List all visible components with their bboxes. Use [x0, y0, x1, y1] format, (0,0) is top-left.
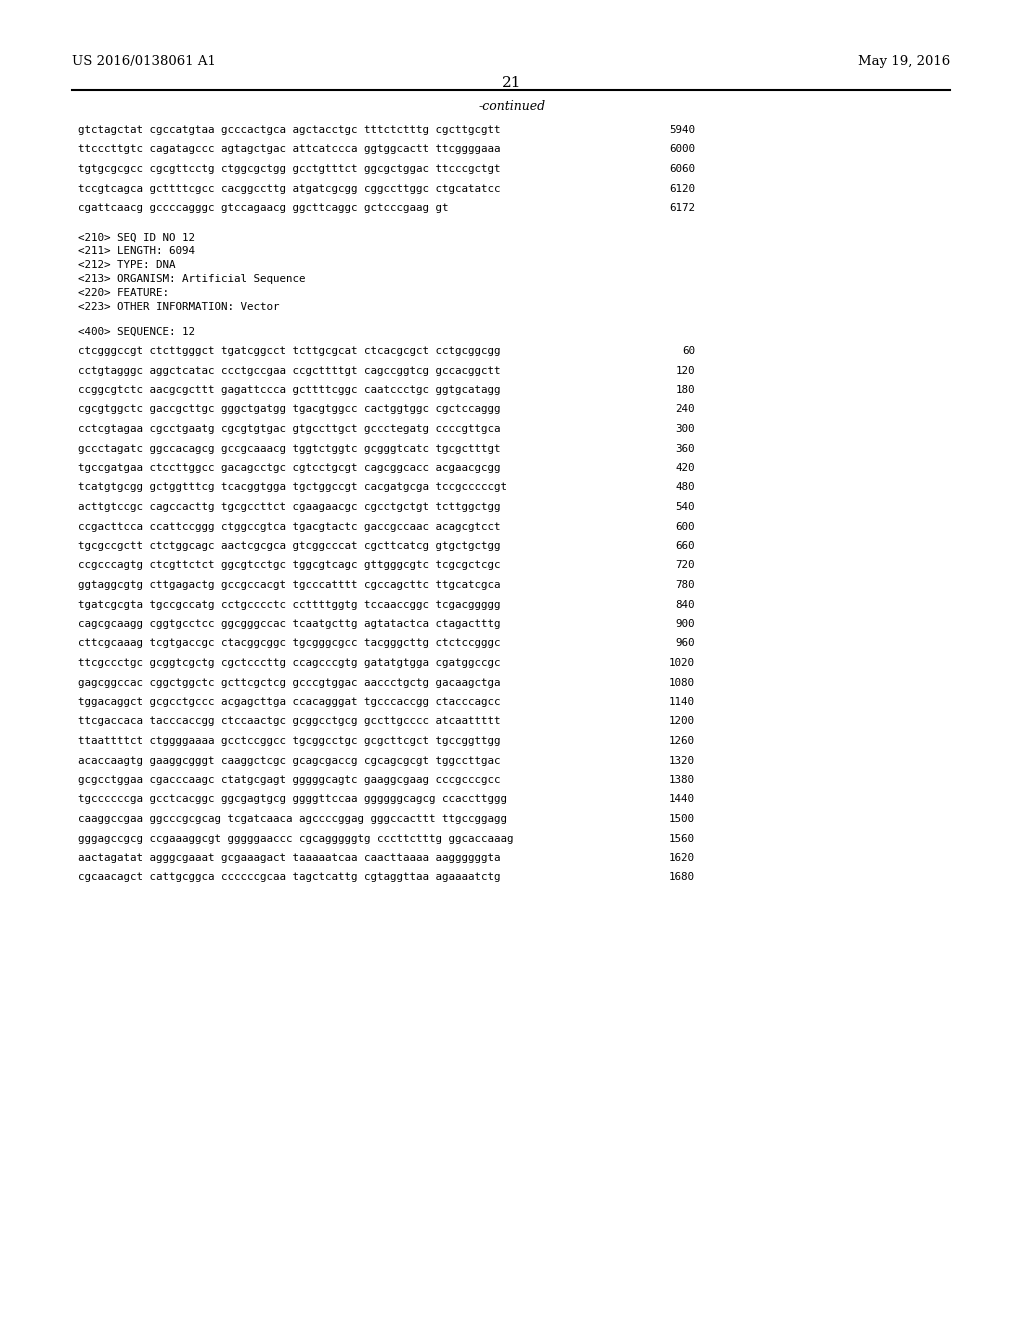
- Text: gccctagatc ggccacagcg gccgcaaacg tggtctggtc gcgggtcatc tgcgctttgt: gccctagatc ggccacagcg gccgcaaacg tggtctg…: [78, 444, 501, 454]
- Text: 120: 120: [676, 366, 695, 375]
- Text: <223> OTHER INFORMATION: Vector: <223> OTHER INFORMATION: Vector: [78, 302, 280, 313]
- Text: ttaattttct ctggggaaaa gcctccggcc tgcggcctgc gcgcttcgct tgccggttgg: ttaattttct ctggggaaaa gcctccggcc tgcggcc…: [78, 737, 501, 746]
- Text: 720: 720: [676, 561, 695, 570]
- Text: 6060: 6060: [669, 164, 695, 174]
- Text: tggacaggct gcgcctgccc acgagcttga ccacagggat tgcccaccgg ctacccagcc: tggacaggct gcgcctgccc acgagcttga ccacagg…: [78, 697, 501, 708]
- Text: tgcgccgctt ctctggcagc aactcgcgca gtcggcccat cgcttcatcg gtgctgctgg: tgcgccgctt ctctggcagc aactcgcgca gtcggcc…: [78, 541, 501, 550]
- Text: -continued: -continued: [478, 100, 546, 114]
- Text: 6172: 6172: [669, 203, 695, 213]
- Text: tccgtcagca gcttttcgcc cacggccttg atgatcgcgg cggccttggc ctgcatatcc: tccgtcagca gcttttcgcc cacggccttg atgatcg…: [78, 183, 501, 194]
- Text: 480: 480: [676, 483, 695, 492]
- Text: ttcgaccaca tacccaccgg ctccaactgc gcggcctgcg gccttgcccc atcaattttt: ttcgaccaca tacccaccgg ctccaactgc gcggcct…: [78, 717, 501, 726]
- Text: cgcaacagct cattgcggca ccccccgcaa tagctcattg cgtaggttaa agaaaatctg: cgcaacagct cattgcggca ccccccgcaa tagctca…: [78, 873, 501, 883]
- Text: 60: 60: [682, 346, 695, 356]
- Text: 540: 540: [676, 502, 695, 512]
- Text: 1320: 1320: [669, 755, 695, 766]
- Text: 1020: 1020: [669, 657, 695, 668]
- Text: 420: 420: [676, 463, 695, 473]
- Text: ttcgccctgc gcggtcgctg cgctcccttg ccagcccgtg gatatgtgga cgatggccgc: ttcgccctgc gcggtcgctg cgctcccttg ccagccc…: [78, 657, 501, 668]
- Text: caaggccgaa ggcccgcgcag tcgatcaaca agccccggag gggccacttt ttgccggagg: caaggccgaa ggcccgcgcag tcgatcaaca agcccc…: [78, 814, 507, 824]
- Text: 5940: 5940: [669, 125, 695, 135]
- Text: cttcgcaaag tcgtgaccgc ctacggcggc tgcgggcgcc tacgggcttg ctctccgggc: cttcgcaaag tcgtgaccgc ctacggcggc tgcgggc…: [78, 639, 501, 648]
- Text: tgccccccga gcctcacggc ggcgagtgcg ggggttccaa ggggggcagcg ccaccttggg: tgccccccga gcctcacggc ggcgagtgcg ggggttc…: [78, 795, 507, 804]
- Text: 1680: 1680: [669, 873, 695, 883]
- Text: ctcgggccgt ctcttgggct tgatcggcct tcttgcgcat ctcacgcgct cctgcggcgg: ctcgggccgt ctcttgggct tgatcggcct tcttgcg…: [78, 346, 501, 356]
- Text: 1500: 1500: [669, 814, 695, 824]
- Text: 240: 240: [676, 404, 695, 414]
- Text: gggagccgcg ccgaaaggcgt gggggaaccc cgcagggggtg cccttctttg ggcaccaaag: gggagccgcg ccgaaaggcgt gggggaaccc cgcagg…: [78, 833, 513, 843]
- Text: 600: 600: [676, 521, 695, 532]
- Text: 21: 21: [502, 77, 522, 90]
- Text: 1200: 1200: [669, 717, 695, 726]
- Text: gtctagctat cgccatgtaa gcccactgca agctacctgc tttctctttg cgcttgcgtt: gtctagctat cgccatgtaa gcccactgca agctacc…: [78, 125, 501, 135]
- Text: gcgcctggaa cgacccaagc ctatgcgagt gggggcagtc gaaggcgaag cccgcccgcc: gcgcctggaa cgacccaagc ctatgcgagt gggggca…: [78, 775, 501, 785]
- Text: <220> FEATURE:: <220> FEATURE:: [78, 289, 169, 298]
- Text: ccgacttcca ccattccggg ctggccgtca tgacgtactc gaccgccaac acagcgtcct: ccgacttcca ccattccggg ctggccgtca tgacgta…: [78, 521, 501, 532]
- Text: cagcgcaagg cggtgcctcc ggcgggccac tcaatgcttg agtatactca ctagactttg: cagcgcaagg cggtgcctcc ggcgggccac tcaatgc…: [78, 619, 501, 630]
- Text: <210> SEQ ID NO 12: <210> SEQ ID NO 12: [78, 232, 195, 243]
- Text: 1440: 1440: [669, 795, 695, 804]
- Text: ccgcccagtg ctcgttctct ggcgtcctgc tggcgtcagc gttgggcgtc tcgcgctcgc: ccgcccagtg ctcgttctct ggcgtcctgc tggcgtc…: [78, 561, 501, 570]
- Text: <211> LENGTH: 6094: <211> LENGTH: 6094: [78, 247, 195, 256]
- Text: cgattcaacg gccccagggc gtccagaacg ggcttcaggc gctcccgaag gt: cgattcaacg gccccagggc gtccagaacg ggcttca…: [78, 203, 449, 213]
- Text: 180: 180: [676, 385, 695, 395]
- Text: 1620: 1620: [669, 853, 695, 863]
- Text: acaccaagtg gaaggcgggt caaggctcgc gcagcgaccg cgcagcgcgt tggccttgac: acaccaagtg gaaggcgggt caaggctcgc gcagcga…: [78, 755, 501, 766]
- Text: ggtaggcgtg cttgagactg gccgccacgt tgcccatttt cgccagcttc ttgcatcgca: ggtaggcgtg cttgagactg gccgccacgt tgcccat…: [78, 579, 501, 590]
- Text: tgtgcgcgcc cgcgttcctg ctggcgctgg gcctgtttct ggcgctggac ttcccgctgt: tgtgcgcgcc cgcgttcctg ctggcgctgg gcctgtt…: [78, 164, 501, 174]
- Text: 6120: 6120: [669, 183, 695, 194]
- Text: 1140: 1140: [669, 697, 695, 708]
- Text: cgcgtggctc gaccgcttgc gggctgatgg tgacgtggcc cactggtggc cgctccaggg: cgcgtggctc gaccgcttgc gggctgatgg tgacgtg…: [78, 404, 501, 414]
- Text: ttcccttgtc cagatagccc agtagctgac attcatccca ggtggcactt ttcggggaaa: ttcccttgtc cagatagccc agtagctgac attcatc…: [78, 144, 501, 154]
- Text: <212> TYPE: DNA: <212> TYPE: DNA: [78, 260, 175, 271]
- Text: 6000: 6000: [669, 144, 695, 154]
- Text: 660: 660: [676, 541, 695, 550]
- Text: US 2016/0138061 A1: US 2016/0138061 A1: [72, 55, 216, 69]
- Text: 1260: 1260: [669, 737, 695, 746]
- Text: 900: 900: [676, 619, 695, 630]
- Text: aactagatat agggcgaaat gcgaaagact taaaaatcaa caacttaaaa aaggggggta: aactagatat agggcgaaat gcgaaagact taaaaat…: [78, 853, 501, 863]
- Text: cctgtagggc aggctcatac ccctgccgaa ccgcttttgt cagccggtcg gccacggctt: cctgtagggc aggctcatac ccctgccgaa ccgcttt…: [78, 366, 501, 375]
- Text: <400> SEQUENCE: 12: <400> SEQUENCE: 12: [78, 326, 195, 337]
- Text: 300: 300: [676, 424, 695, 434]
- Text: 1380: 1380: [669, 775, 695, 785]
- Text: 840: 840: [676, 599, 695, 610]
- Text: 780: 780: [676, 579, 695, 590]
- Text: tgccgatgaa ctccttggcc gacagcctgc cgtcctgcgt cagcggcacc acgaacgcgg: tgccgatgaa ctccttggcc gacagcctgc cgtcctg…: [78, 463, 501, 473]
- Text: 360: 360: [676, 444, 695, 454]
- Text: tcatgtgcgg gctggtttcg tcacggtgga tgctggccgt cacgatgcga tccgcccccgt: tcatgtgcgg gctggtttcg tcacggtgga tgctggc…: [78, 483, 507, 492]
- Text: May 19, 2016: May 19, 2016: [858, 55, 950, 69]
- Text: 960: 960: [676, 639, 695, 648]
- Text: 1560: 1560: [669, 833, 695, 843]
- Text: gagcggccac cggctggctc gcttcgctcg gcccgtggac aaccctgctg gacaagctga: gagcggccac cggctggctc gcttcgctcg gcccgtg…: [78, 677, 501, 688]
- Text: ccggcgtctc aacgcgcttt gagattccca gcttttcggc caatccctgc ggtgcatagg: ccggcgtctc aacgcgcttt gagattccca gcttttc…: [78, 385, 501, 395]
- Text: <213> ORGANISM: Artificial Sequence: <213> ORGANISM: Artificial Sequence: [78, 275, 305, 285]
- Text: cctcgtagaa cgcctgaatg cgcgtgtgac gtgccttgct gccctegatg ccccgttgca: cctcgtagaa cgcctgaatg cgcgtgtgac gtgcctt…: [78, 424, 501, 434]
- Text: 1080: 1080: [669, 677, 695, 688]
- Text: tgatcgcgta tgccgccatg cctgcccctc ccttttggtg tccaaccggc tcgacggggg: tgatcgcgta tgccgccatg cctgcccctc ccttttg…: [78, 599, 501, 610]
- Text: acttgtccgc cagccacttg tgcgccttct cgaagaacgc cgcctgctgt tcttggctgg: acttgtccgc cagccacttg tgcgccttct cgaagaa…: [78, 502, 501, 512]
